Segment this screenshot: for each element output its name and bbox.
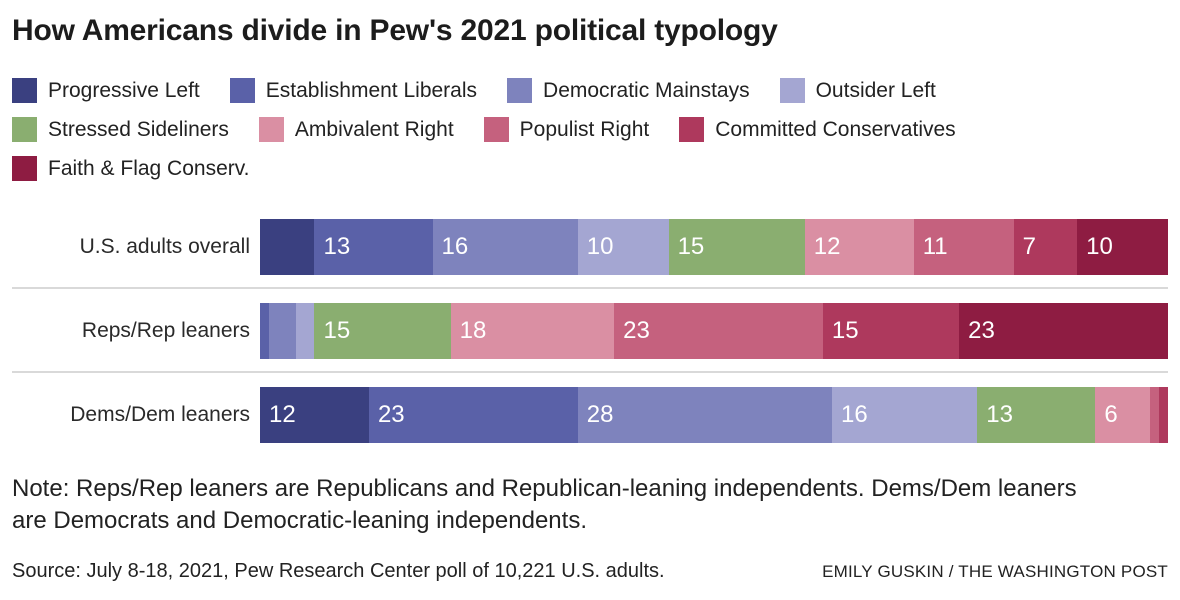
legend-item: Populist Right xyxy=(483,117,650,142)
bar-segment xyxy=(1149,387,1159,443)
bar-segment: 12 xyxy=(260,387,369,443)
source-row: Source: July 8-18, 2021, Pew Research Ce… xyxy=(12,560,1168,583)
segment-value-label: 13 xyxy=(986,401,1013,428)
credit-text: EMILY GUSKIN / THE WASHINGTON POST xyxy=(822,562,1168,582)
legend-item-label: Populist Right xyxy=(519,117,650,141)
bar-segment: 15 xyxy=(314,303,451,359)
legend-item-label: Democratic Mainstays xyxy=(543,78,750,102)
segment-value-label: 12 xyxy=(269,401,296,428)
legend-swatch xyxy=(258,117,284,142)
legend-item: Establishment Liberals xyxy=(229,78,478,103)
bar-segment: 15 xyxy=(822,303,960,359)
chart-row: U.S. adults overall 13 16 10 15 12 11 7 10 xyxy=(12,205,1168,287)
stacked-bar: 13 16 10 15 12 11 7 10 xyxy=(260,219,1168,275)
bar-segment xyxy=(296,303,315,359)
bar-segment: 23 xyxy=(614,303,823,359)
chart-row: Dems/Dem leaners 12 23 28 16 13 6 xyxy=(12,371,1168,455)
segment-value-label: 11 xyxy=(922,233,948,260)
segment-value-label: 10 xyxy=(586,233,614,260)
legend-swatch xyxy=(507,78,533,103)
segment-value-label: 15 xyxy=(831,317,859,344)
bar-segment: 16 xyxy=(432,219,578,275)
stacked-bar: 15 18 23 15 23 xyxy=(260,303,1168,359)
segment-value-label: 16 xyxy=(841,401,868,428)
segment-value-label: 16 xyxy=(441,233,469,260)
legend-swatch xyxy=(12,117,37,142)
segment-value-label: 28 xyxy=(586,401,614,428)
legend-item: Stressed Sideliners xyxy=(12,117,229,142)
legend-item-label: Establishment Liberals xyxy=(265,78,478,102)
legend-swatch xyxy=(12,156,37,181)
bar-segment xyxy=(260,303,270,359)
source-text: Source: July 8-18, 2021, Pew Research Ce… xyxy=(12,560,665,583)
page-title: How Americans divide in Pew's 2021 polit… xyxy=(12,14,778,47)
row-label: Reps/Rep leaners xyxy=(81,319,250,342)
chart-page: How Americans divide in Pew's 2021 polit… xyxy=(12,14,1168,583)
bar-segment: 10 xyxy=(1077,219,1168,275)
row-label: U.S. adults overall xyxy=(79,235,250,258)
legend-item: Committed Conservatives xyxy=(679,117,956,142)
bar-segment: 11 xyxy=(913,219,1014,275)
bar-segment: 23 xyxy=(368,387,578,443)
legend-item-label: Outsider Left xyxy=(815,78,936,102)
row-label: Dems/Dem leaners xyxy=(70,403,250,426)
legend-item-label: Ambivalent Right xyxy=(294,117,454,141)
bar-segment: 23 xyxy=(959,303,1168,359)
legend-swatch xyxy=(12,78,37,103)
bar-segment: 28 xyxy=(577,387,833,443)
bar-segment: 10 xyxy=(577,219,669,275)
legend-swatch xyxy=(229,78,255,103)
legend-swatch xyxy=(779,78,805,103)
bar-segment: 18 xyxy=(450,303,615,359)
legend-item: Faith & Flag Conserv. xyxy=(12,156,250,181)
bar-segment: 13 xyxy=(977,387,1096,443)
legend-item-label: Faith & Flag Conserv. xyxy=(48,156,250,180)
segment-value-label: 15 xyxy=(323,317,351,344)
segment-value-label: 23 xyxy=(377,401,405,428)
bar-segment: 13 xyxy=(314,219,433,275)
legend-item-label: Committed Conservatives xyxy=(715,117,956,141)
legend-item-label: Stressed Sideliners xyxy=(48,117,229,141)
bar-segment: 12 xyxy=(804,219,914,275)
bar-segment: 15 xyxy=(668,219,805,275)
segment-value-label: 10 xyxy=(1086,233,1113,260)
segment-value-label: 6 xyxy=(1104,401,1118,428)
bar-segment xyxy=(1158,387,1168,443)
bar-segment xyxy=(260,219,315,275)
legend-item: Outsider Left xyxy=(779,78,936,103)
bar-segment: 6 xyxy=(1095,387,1150,443)
legend-swatch xyxy=(483,117,509,142)
segment-value-label: 7 xyxy=(1022,233,1036,260)
chart-row: Reps/Rep leaners 15 18 23 15 23 xyxy=(12,287,1168,371)
bar-segment xyxy=(269,303,297,359)
segment-value-label: 23 xyxy=(623,317,650,344)
bar-segment: 16 xyxy=(832,387,978,443)
chart-rows: U.S. adults overall 13 16 10 15 12 11 7 10 Reps/R… xyxy=(12,205,1168,455)
bar-segment: 7 xyxy=(1013,219,1078,275)
legend-swatch xyxy=(679,117,705,142)
legend-item: Progressive Left xyxy=(12,78,200,103)
segment-value-label: 12 xyxy=(813,233,841,260)
legend-item: Democratic Mainstays xyxy=(507,78,750,103)
note-text: Note: Reps/Rep leaners are Republicans a… xyxy=(12,475,1077,534)
segment-value-label: 23 xyxy=(968,317,995,344)
segment-value-label: 18 xyxy=(459,317,487,344)
segment-value-label: 15 xyxy=(677,233,705,260)
legend: Progressive Left Establishment Liberals De… xyxy=(12,78,1168,181)
legend-item-label: Progressive Left xyxy=(48,78,200,102)
stacked-bar: 12 23 28 16 13 6 xyxy=(260,387,1168,443)
legend-item: Ambivalent Right xyxy=(258,117,454,142)
segment-value-label: 13 xyxy=(323,233,351,260)
